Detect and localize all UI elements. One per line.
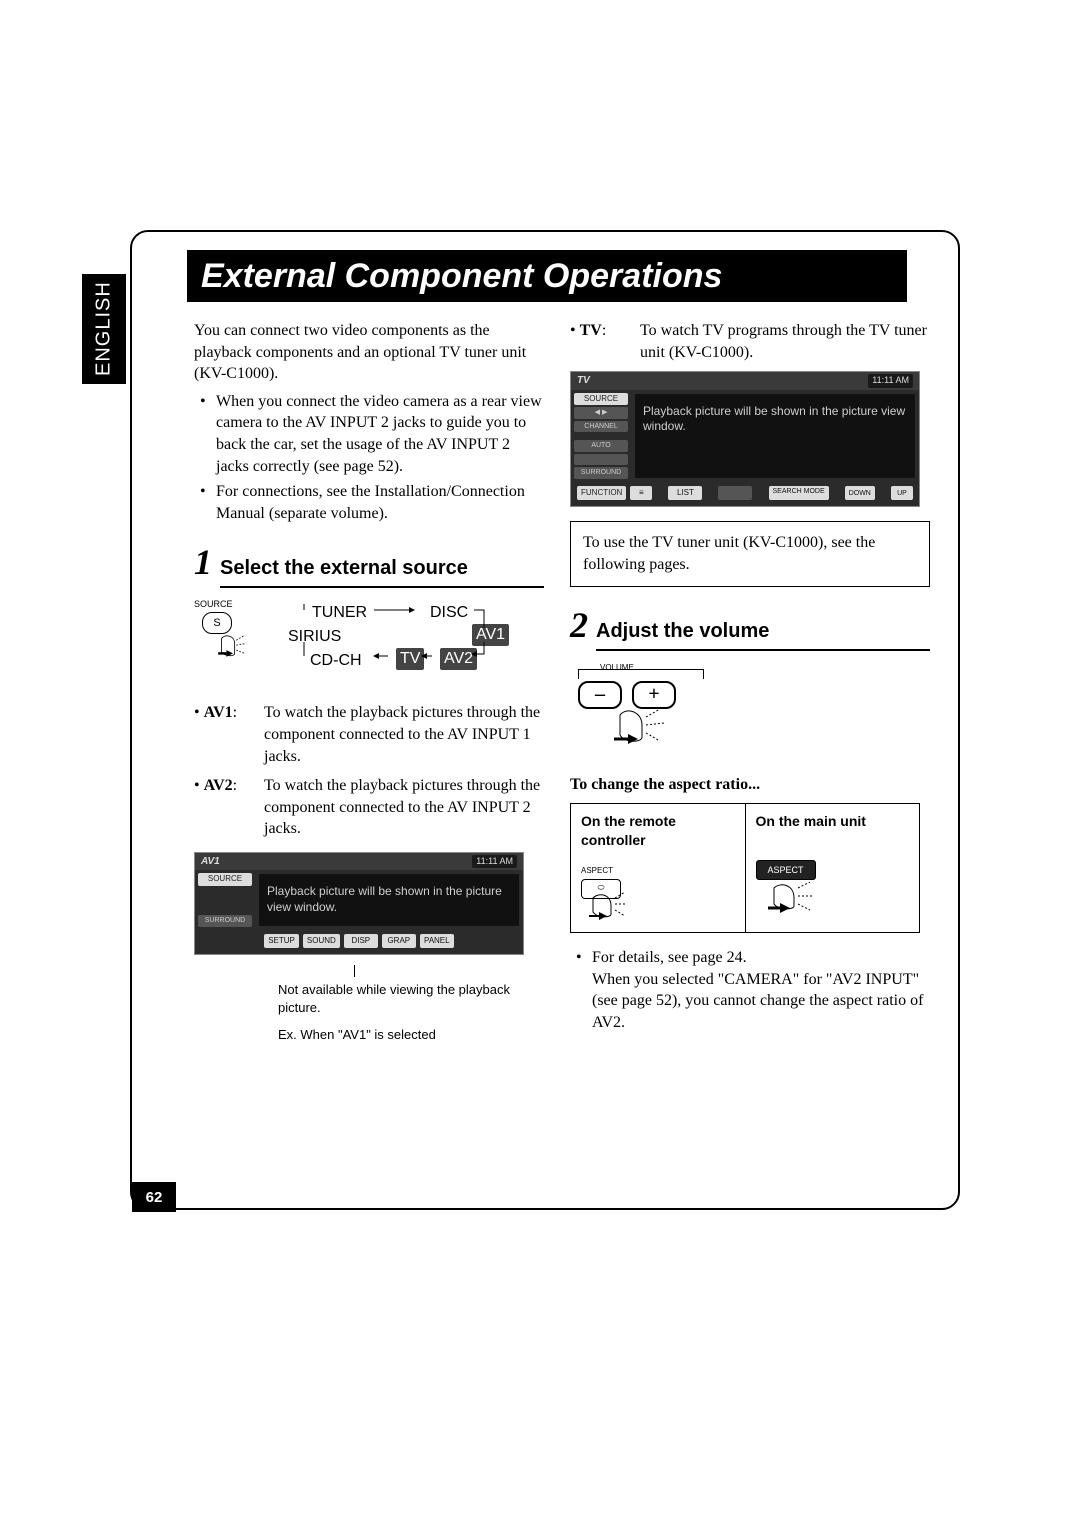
source-button: S bbox=[202, 612, 232, 634]
screen-title: TV bbox=[577, 374, 590, 388]
pill-function: FUNCTION bbox=[577, 486, 626, 501]
footer-btn: PANEL bbox=[420, 934, 454, 949]
bullet-item: For connections, see the Installation/Co… bbox=[206, 481, 544, 524]
press-thumb-icon bbox=[766, 882, 846, 914]
def-row: TV: To watch TV programs through the TV … bbox=[570, 320, 930, 363]
pill-blank bbox=[574, 454, 628, 465]
def-row: AV2: To watch the playback pictures thro… bbox=[194, 775, 544, 840]
screen-time: 11:11 AM bbox=[868, 374, 913, 388]
source-label: SOURCE bbox=[194, 598, 233, 610]
footer-btn: DISP bbox=[344, 934, 378, 949]
closing-bullets: For details, see page 24. When you selec… bbox=[570, 947, 930, 1033]
footer-btn: SOUND bbox=[303, 934, 340, 949]
aspect-remote-head: On the remote controller bbox=[581, 812, 735, 850]
footer-toggle: ≡ bbox=[630, 486, 652, 501]
left-column: You can connect two video components as … bbox=[194, 320, 544, 1044]
press-thumb-icon bbox=[610, 707, 690, 747]
aspect-main-cell: On the main unit ASPECT bbox=[745, 804, 920, 932]
pill-source: SOURCE bbox=[574, 393, 628, 406]
volume-plus-button: + bbox=[632, 681, 676, 709]
source-cycle-diagram: SOURCE S TUNER DISC SIRIUS AV1 CD-CH TV … bbox=[194, 598, 534, 688]
press-thumb-icon bbox=[216, 632, 250, 660]
aspect-subhead: To change the aspect ratio... bbox=[570, 774, 930, 796]
page-number: 62 bbox=[132, 1182, 176, 1212]
aspect-remote-cell: On the remote controller ASPECT ⬭ bbox=[571, 804, 745, 932]
aspect-main-head: On the main unit bbox=[756, 812, 910, 844]
screen-notes: Not available while viewing the playback… bbox=[194, 965, 544, 1044]
def-term: AV1: bbox=[194, 702, 264, 767]
press-thumb-icon bbox=[587, 892, 647, 922]
step-number: 1 bbox=[194, 538, 212, 587]
pill-arrows: ◀ ▶ bbox=[574, 407, 628, 418]
def-term: TV: bbox=[570, 320, 640, 363]
right-column: TV: To watch TV programs through the TV … bbox=[570, 320, 930, 1043]
def-term: AV2: bbox=[194, 775, 264, 840]
def-desc: To watch TV programs through the TV tune… bbox=[640, 320, 930, 363]
screen-av1: AV1 11:11 AM SOURCE SURROUND Playback pi… bbox=[194, 852, 524, 955]
volume-diagram: VOLUME – + bbox=[570, 663, 720, 748]
screen-view-window: Playback picture will be shown in the pi… bbox=[635, 394, 915, 478]
page-title: External Component Operations bbox=[187, 250, 907, 302]
aspect-main-button: ASPECT bbox=[756, 860, 816, 880]
tv-note-box: To use the TV tuner unit (KV-C1000), see… bbox=[570, 521, 930, 586]
intro-bullets: When you connect the video camera as a r… bbox=[194, 391, 544, 525]
pill-channel: CHANNEL bbox=[574, 421, 628, 432]
footer-btn-search: SEARCH MODE bbox=[769, 486, 829, 501]
def-desc: To watch the playback pictures through t… bbox=[264, 702, 544, 767]
aspect-btn-label: ASPECT bbox=[581, 866, 641, 877]
screen-tv: TV 11:11 AM SOURCE ◀ ▶ CHANNEL AUTO SURR… bbox=[570, 371, 920, 507]
example-caption: Ex. When "AV1" is selected bbox=[194, 1026, 544, 1044]
screen-footer: SETUP SOUND DISP GRAP PANEL bbox=[195, 930, 523, 955]
screen-title: AV1 bbox=[201, 855, 220, 869]
footer-btn-up: UP bbox=[891, 486, 913, 501]
aspect-remote-diagram: ASPECT ⬭ bbox=[581, 866, 641, 916]
screen-sidebar: SOURCE SURROUND bbox=[195, 870, 255, 929]
intro-text: You can connect two video components as … bbox=[194, 320, 544, 385]
aspect-table: On the remote controller ASPECT ⬭ On the… bbox=[570, 803, 920, 933]
disp-callout: Not available while viewing the playback… bbox=[194, 965, 544, 1016]
step-title: Select the external source bbox=[220, 555, 544, 588]
cycle-arrows bbox=[294, 598, 504, 670]
screen-time: 11:11 AM bbox=[472, 855, 517, 869]
def-row: AV1: To watch the playback pictures thro… bbox=[194, 702, 544, 767]
av-definitions: AV1: To watch the playback pictures thro… bbox=[194, 702, 544, 840]
pill-surround: SURROUND bbox=[574, 467, 628, 478]
screen-surround-pill: SURROUND bbox=[198, 915, 252, 926]
pill-auto: AUTO bbox=[574, 440, 628, 451]
screen-view-window: Playback picture will be shown in the pi… bbox=[259, 874, 519, 925]
screen-footer: FUNCTION ≡ LIST SEARCH MODE DOWN UP bbox=[571, 482, 919, 507]
aspect-main-diagram: ASPECT bbox=[756, 860, 876, 910]
volume-minus-button: – bbox=[578, 681, 622, 709]
tv-definition: TV: To watch TV programs through the TV … bbox=[570, 320, 930, 363]
step-number: 2 bbox=[570, 601, 588, 650]
footer-btn-down: DOWN bbox=[845, 486, 875, 501]
footer-btn-list: LIST bbox=[668, 486, 702, 501]
step-title: Adjust the volume bbox=[596, 618, 930, 651]
step-1-header: 1 Select the external source bbox=[194, 538, 544, 588]
footer-btn: GRAP bbox=[382, 934, 416, 949]
footer-blank bbox=[718, 486, 752, 501]
volume-bracket bbox=[578, 669, 704, 679]
step-2-header: 2 Adjust the volume bbox=[570, 601, 930, 651]
def-desc: To watch the playback pictures through t… bbox=[264, 775, 544, 840]
screen-sidebar: SOURCE ◀ ▶ CHANNEL AUTO SURROUND bbox=[571, 390, 631, 482]
bullet-item: For details, see page 24. When you selec… bbox=[582, 947, 930, 1033]
manual-page: ENGLISH External Component Operations Yo… bbox=[130, 230, 960, 1210]
screen-source-pill: SOURCE bbox=[198, 873, 252, 886]
bullet-item: When you connect the video camera as a r… bbox=[206, 391, 544, 477]
language-tab: ENGLISH bbox=[82, 274, 126, 384]
footer-btn: SETUP bbox=[264, 934, 299, 949]
